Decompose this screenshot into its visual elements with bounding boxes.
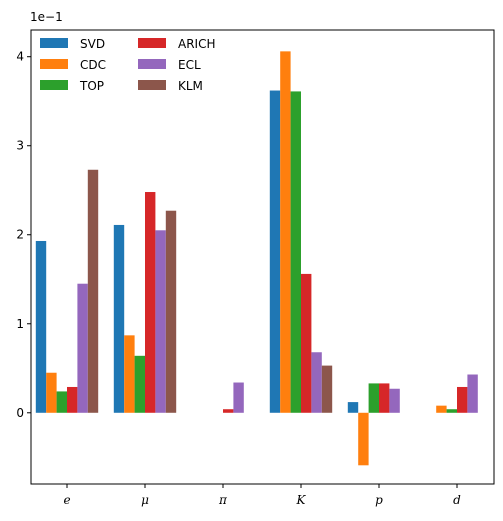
- bar-top-1: [134, 355, 145, 413]
- legend-swatch-svd: [40, 38, 68, 48]
- bar-ecl-0: [77, 283, 88, 413]
- bar-ecl-1: [155, 230, 166, 413]
- legend-swatch-cdc: [40, 59, 68, 69]
- bar-cdc-4: [358, 412, 369, 466]
- y-offset-label: 1e−1: [30, 10, 63, 24]
- bar-ecl-2: [233, 382, 244, 413]
- x-tick-label: d: [453, 493, 461, 507]
- plot-frame: [30, 29, 495, 485]
- bar-klm-0: [87, 169, 99, 413]
- legend-swatch-klm: [138, 80, 166, 90]
- legend-swatch-arich: [138, 38, 166, 48]
- x-tick-label: μ: [141, 493, 149, 507]
- x-tick-label: K: [296, 493, 307, 507]
- bar-arich-5: [457, 386, 468, 413]
- bar-cdc-1: [124, 335, 135, 413]
- bar-klm-1: [165, 210, 177, 413]
- y-tick-label: 0: [16, 406, 24, 420]
- bar-klm-3: [321, 365, 333, 413]
- legend-swatch-ecl: [138, 59, 166, 69]
- x-tick-label: e: [63, 493, 70, 507]
- bar-ecl-3: [311, 352, 322, 413]
- bar-arich-3: [301, 273, 312, 413]
- legend-label-klm: KLM: [178, 79, 203, 93]
- bar-arich-4: [379, 383, 390, 413]
- bar-cdc-3: [280, 51, 291, 413]
- x-tick-label: π: [218, 493, 228, 507]
- legend-label-cdc: CDC: [80, 58, 106, 72]
- y-tick-label: 4: [16, 50, 24, 64]
- bars-group: [35, 51, 478, 466]
- y-tick-label: 3: [16, 139, 24, 153]
- x-tick-label: p: [375, 493, 383, 507]
- y-tick-label: 1: [16, 317, 24, 331]
- bar-top-4: [368, 383, 379, 413]
- y-tick-label: 2: [16, 228, 24, 242]
- bar-top-5: [446, 409, 457, 413]
- bar-ecl-5: [467, 374, 478, 413]
- bar-svd-3: [269, 90, 281, 413]
- bar-arich-2: [223, 409, 234, 413]
- legend-swatch-top: [40, 80, 68, 90]
- bar-svd-0: [35, 240, 47, 413]
- bar-ecl-4: [389, 388, 400, 413]
- bar-top-3: [290, 91, 301, 413]
- legend-label-svd: SVD: [80, 37, 105, 51]
- bar-arich-1: [145, 192, 156, 413]
- bar-arich-0: [67, 386, 78, 413]
- legend-label-top: TOP: [79, 79, 104, 93]
- bar-svd-1: [113, 224, 125, 413]
- bar-top-0: [56, 391, 67, 413]
- bar-cdc-0: [46, 372, 57, 413]
- bar-cdc-5: [436, 405, 447, 413]
- legend-label-arich: ARICH: [178, 37, 216, 51]
- bar-svd-4: [347, 402, 359, 413]
- legend-label-ecl: ECL: [178, 58, 201, 72]
- legend: SVD CDC TOP ARICH ECL KLM: [40, 37, 216, 93]
